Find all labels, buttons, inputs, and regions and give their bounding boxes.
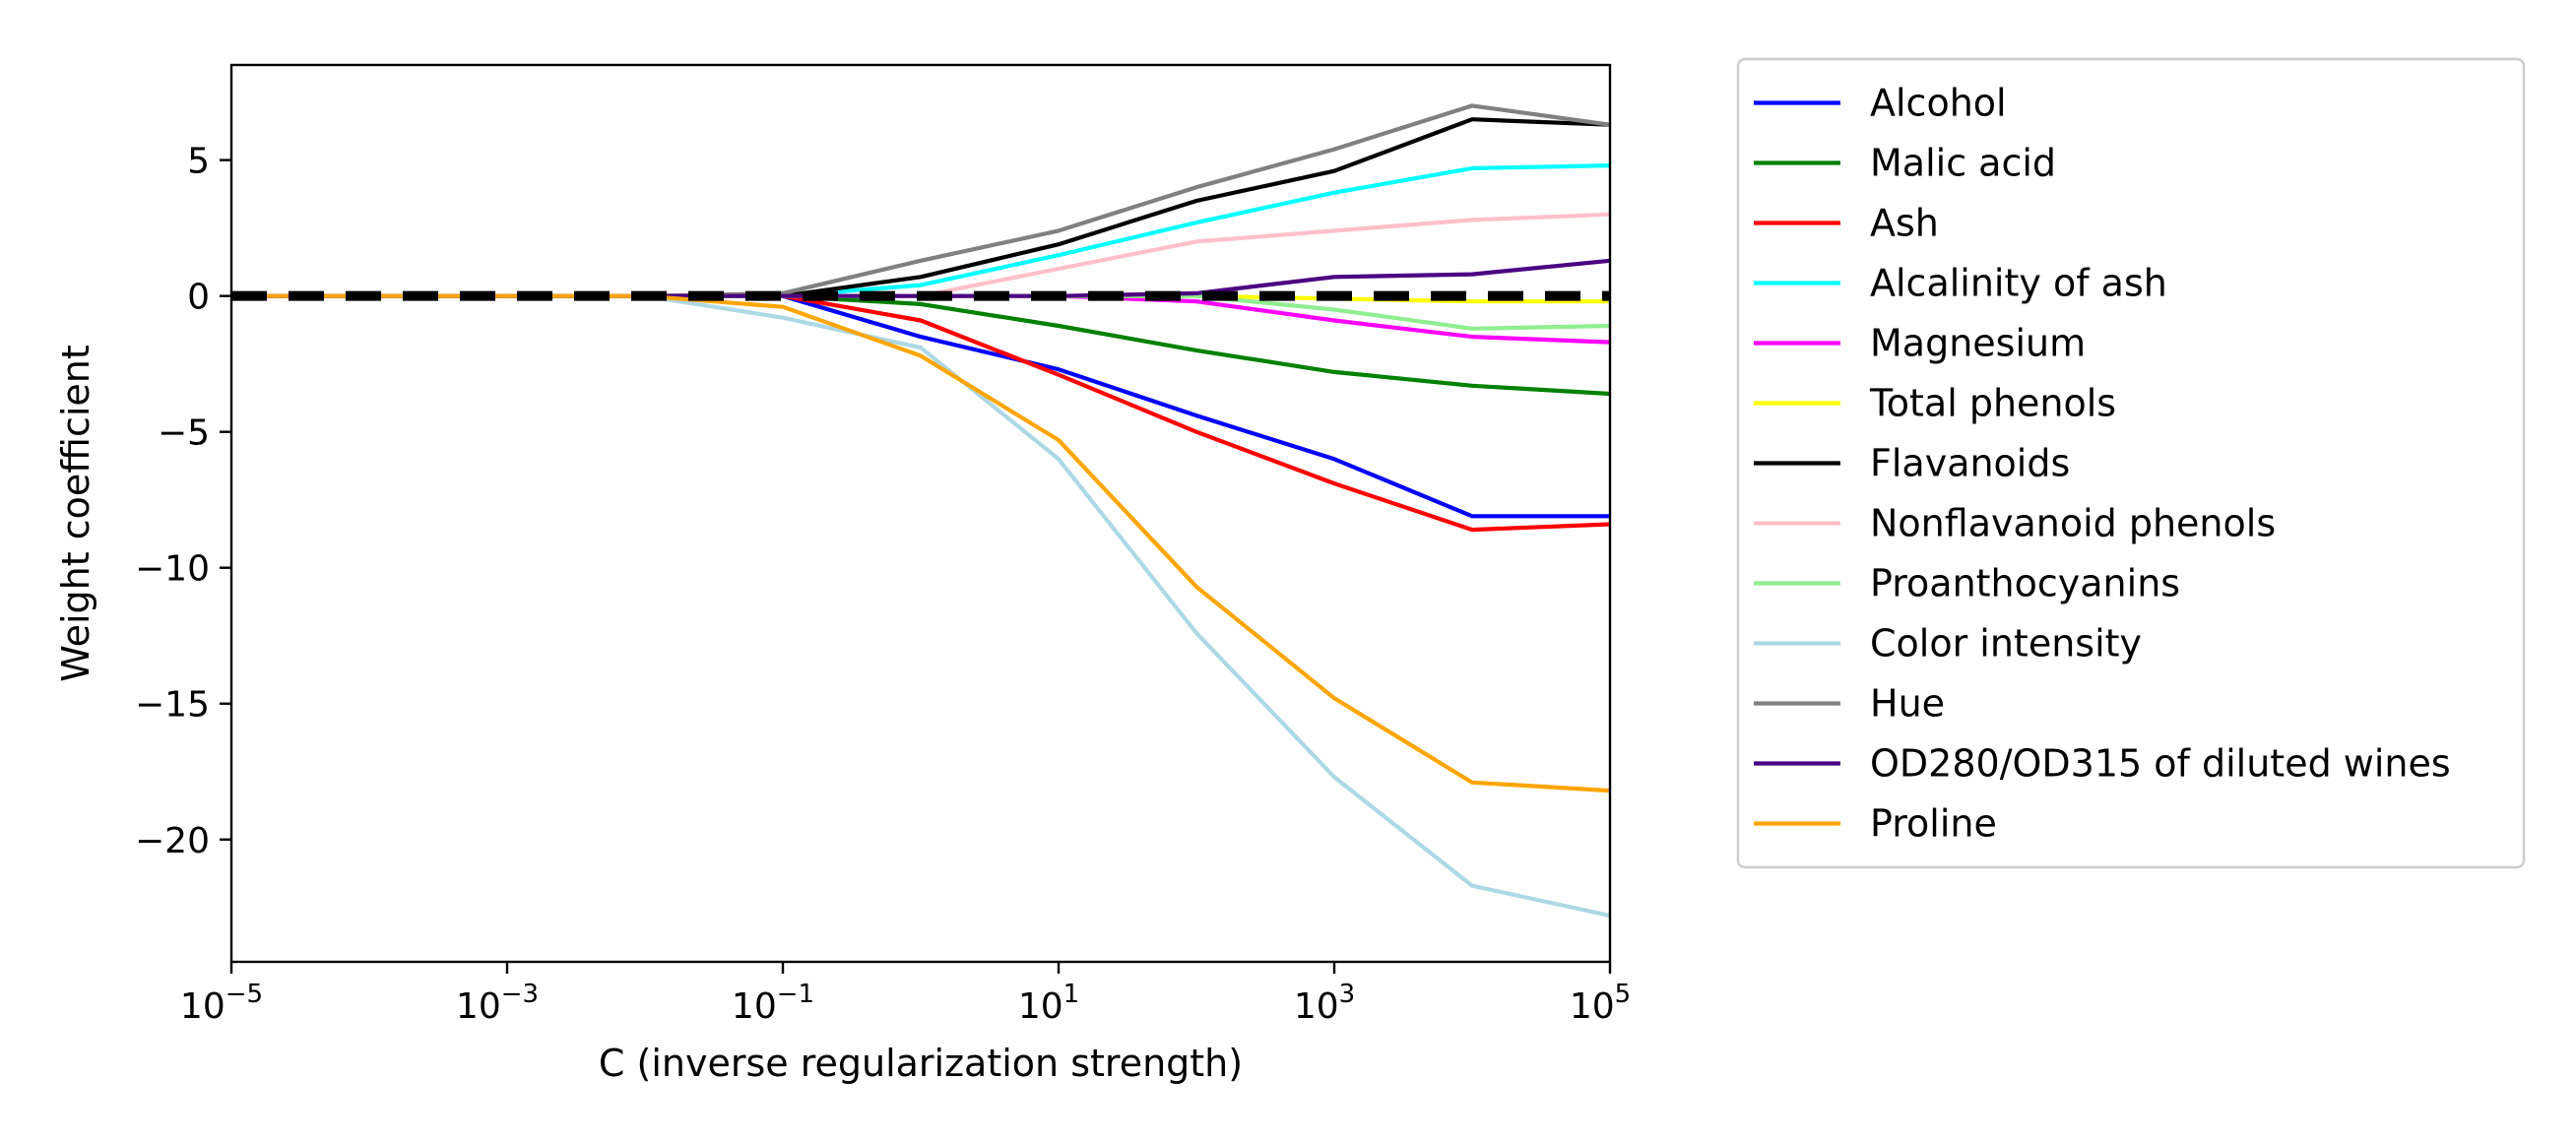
- legend-label-proline: Proline: [1870, 802, 1997, 846]
- x-tick-exponent: −3: [501, 980, 539, 1009]
- legend-box: [1736, 57, 2526, 869]
- y-tick-label: 5: [187, 142, 210, 182]
- x-tick-label: 10−5: [180, 980, 263, 1027]
- series-line-proline: [231, 293, 1611, 793]
- series-line-hue: [231, 103, 1611, 298]
- x-tick-base: 10: [732, 986, 777, 1027]
- legend-label-proanthocyanins: Proanthocyanins: [1870, 562, 2180, 605]
- series-line-malic-acid: [231, 293, 1611, 397]
- plot-frame: [229, 63, 1612, 964]
- legend-label-od280-od315-of-diluted-wines: OD280/OD315 of diluted wines: [1870, 742, 2451, 786]
- series-line-flavanoids: [231, 117, 1611, 298]
- y-tick-label: −5: [158, 413, 210, 454]
- x-tick-label: 103: [1294, 980, 1355, 1027]
- x-tick-exponent: 3: [1339, 980, 1356, 1009]
- legend-label-nonflavanoid-phenols: Nonflavanoid phenols: [1870, 502, 2276, 545]
- x-tick-exponent: −1: [777, 980, 814, 1009]
- x-tick-base: 10: [180, 986, 225, 1027]
- legend-label-alcohol: Alcohol: [1870, 82, 2007, 125]
- legend-label-alcalinity-of-ash: Alcalinity of ash: [1870, 262, 2167, 305]
- x-tick-exponent: 5: [1615, 980, 1632, 1009]
- x-tick-label: 10−3: [456, 980, 539, 1027]
- x-tick-exponent: −5: [225, 980, 263, 1009]
- series-lines: [231, 103, 1611, 919]
- y-tick-label: −10: [135, 549, 210, 590]
- x-tick-base: 10: [456, 986, 501, 1027]
- x-tick-base: 10: [1294, 986, 1339, 1027]
- legend-label-hue: Hue: [1870, 682, 1945, 726]
- legend-label-malic-acid: Malic acid: [1870, 142, 2056, 185]
- x-tick-label: 101: [1018, 980, 1079, 1027]
- legend-label-color-intensity: Color intensity: [1870, 622, 2142, 666]
- x-tick-exponent: 1: [1063, 980, 1080, 1009]
- y-axis-ticks: 5 0 −5 −10 −15 −20: [135, 142, 231, 861]
- x-tick-base: 10: [1570, 986, 1615, 1027]
- legend-label-flavanoids: Flavanoids: [1870, 442, 2070, 485]
- series-line-color-intensity: [231, 293, 1611, 919]
- y-tick-label: 0: [187, 278, 210, 318]
- legend-label-magnesium: Magnesium: [1870, 322, 2086, 365]
- legend-label-total-phenols: Total phenols: [1869, 382, 2116, 425]
- x-tick-label: 105: [1570, 980, 1631, 1027]
- y-tick-label: −20: [135, 821, 210, 861]
- legend-label-ash: Ash: [1870, 202, 1939, 245]
- y-axis-label: Weight coefficient: [54, 345, 97, 682]
- x-axis-ticks: 10−5 10−3 10−1 101 103 105: [180, 962, 1631, 1027]
- series-line-ash: [231, 293, 1611, 533]
- legend: Alcohol Malic acid Ash Alcalinity of ash Mag…: [1736, 57, 2526, 869]
- x-tick-base: 10: [1018, 986, 1063, 1027]
- x-tick-label: 10−1: [732, 980, 814, 1027]
- x-axis-label: C (inverse regularization strength): [599, 1042, 1243, 1085]
- y-tick-label: −15: [135, 685, 210, 726]
